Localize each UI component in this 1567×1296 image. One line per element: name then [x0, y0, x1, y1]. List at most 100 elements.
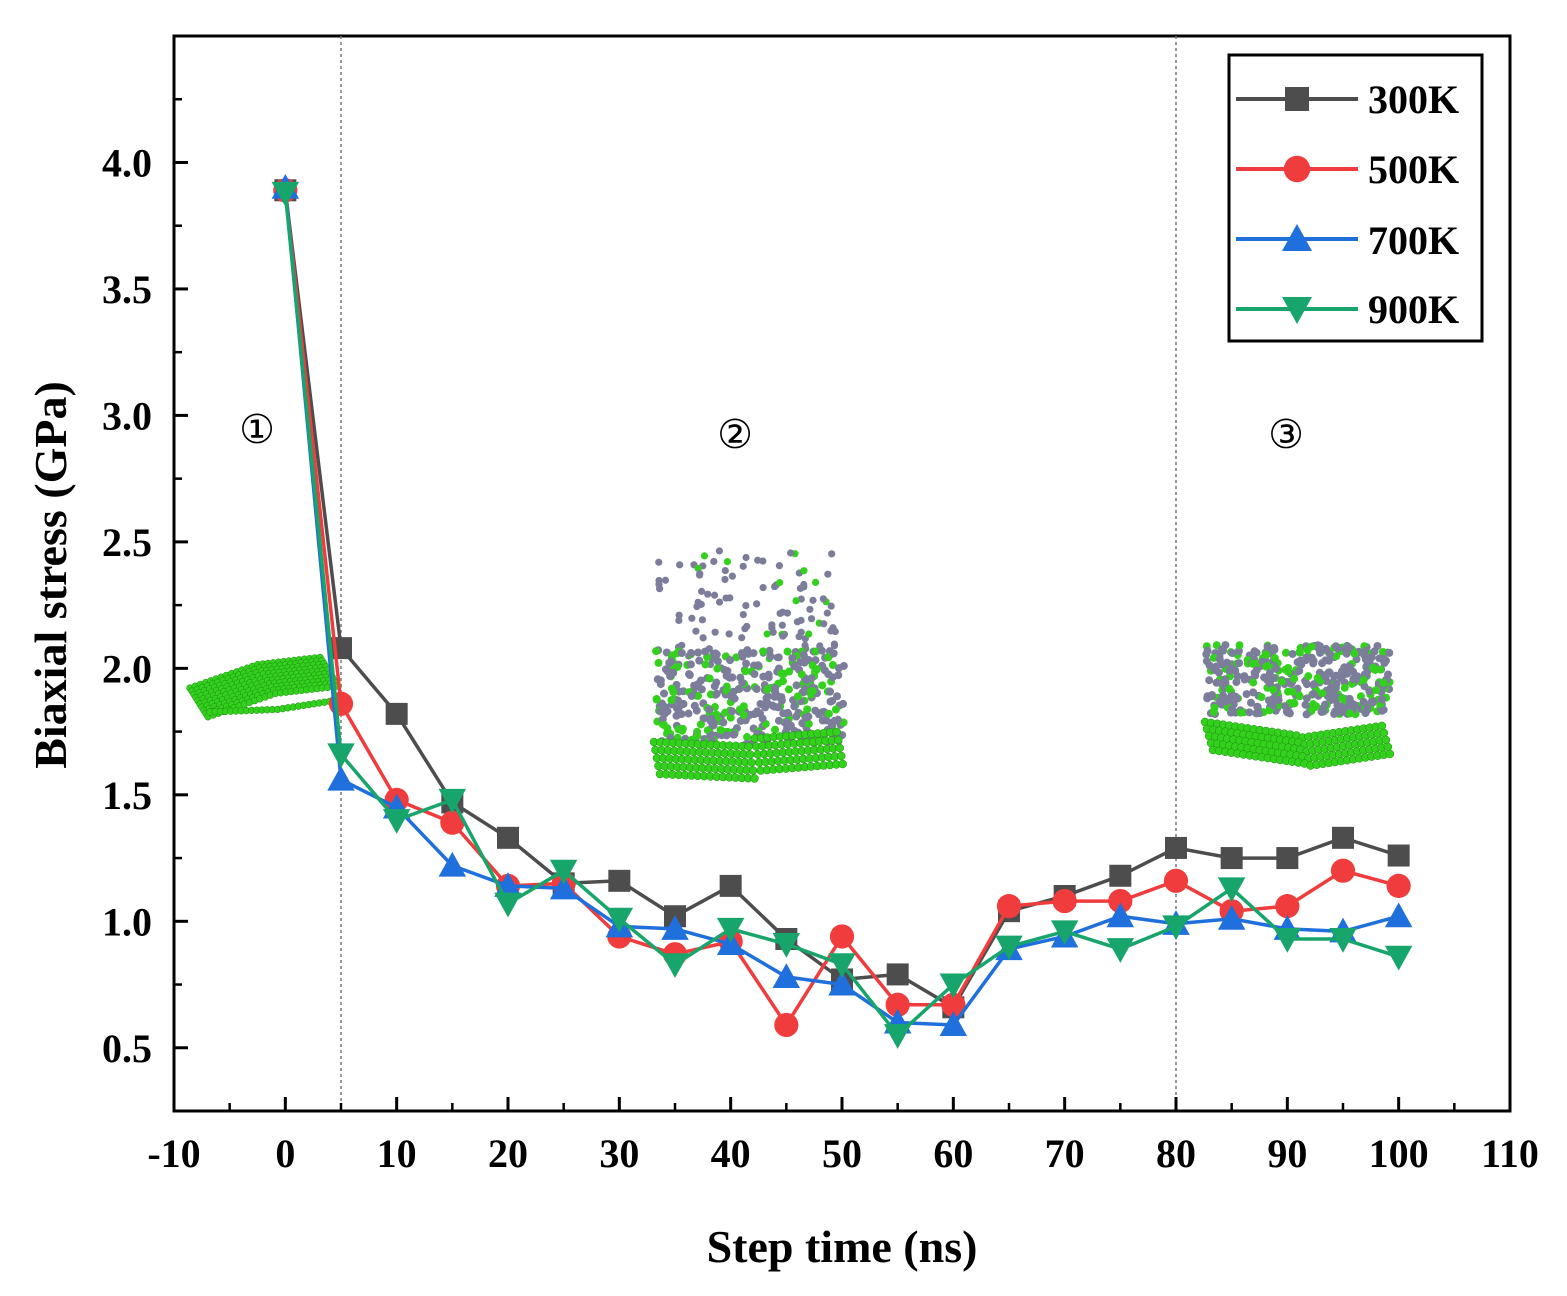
x-axis-ticks: -10 0 10 20 30 40 50 60 70 80 90 100 110 — [147, 1097, 1539, 1176]
data-point-900k — [382, 809, 411, 834]
data-point-300k — [1109, 864, 1132, 887]
data-point-900k — [1106, 938, 1135, 963]
data-point-900k — [1050, 920, 1079, 946]
data-point-900k — [549, 859, 578, 885]
data-point-500k — [996, 894, 1022, 919]
data-point-300k — [1165, 836, 1187, 859]
data-point-700k — [1217, 905, 1246, 930]
y-tick-label: 1.0 — [102, 899, 152, 944]
data-point-700k — [828, 970, 856, 996]
y-tick-label: 3.0 — [102, 393, 152, 438]
y-axis-ticks: 0.5 1.0 1.5 2.0 2.5 3.0 3.5 4.0 — [102, 97, 188, 1113]
data-point-500k — [1275, 894, 1300, 919]
data-point-300k — [1276, 847, 1299, 870]
data-point-900k — [1162, 915, 1190, 941]
data-point-500k — [885, 992, 910, 1017]
legend-marker-700k — [1282, 224, 1312, 251]
data-point-500k — [1108, 888, 1133, 914]
atomic-structure-image-3 — [1200, 641, 1395, 770]
x-tick-label: 110 — [1481, 1131, 1539, 1176]
legend-marker-900k — [1282, 297, 1312, 324]
data-point-700k — [661, 915, 689, 940]
data-point-500k — [829, 924, 855, 949]
data-point-700k — [327, 765, 355, 791]
data-point-300k — [608, 869, 631, 892]
legend-label-700k: 700K — [1368, 218, 1459, 263]
region-label-2: ② — [717, 412, 753, 458]
data-point-500k — [1386, 873, 1411, 898]
x-tick-label: 50 — [822, 1131, 862, 1176]
region-dividers — [340, 36, 1177, 1111]
y-tick-label: 1.5 — [102, 773, 152, 818]
legend: 300K 500K 700K 900K — [1227, 53, 1484, 343]
data-point-900k — [1217, 877, 1246, 903]
atomic-structure-image-1 — [186, 653, 344, 721]
data-point-300k — [497, 826, 519, 849]
data-point-300k — [385, 702, 408, 725]
y-tick-label: 2.0 — [102, 646, 152, 691]
data-point-900k — [605, 907, 634, 933]
data-point-300k — [1387, 844, 1410, 867]
data-point-700k — [772, 963, 801, 988]
x-axis-title: Step time (ns) — [707, 1221, 978, 1272]
data-point-500k — [1330, 858, 1356, 883]
legend-marker-300k — [1285, 87, 1309, 111]
data-point-300k — [886, 963, 909, 986]
x-tick-label: 100 — [1369, 1131, 1429, 1176]
data-point-700k — [1106, 902, 1135, 928]
data-point-700k — [438, 851, 467, 877]
atomic-structure-image-2 — [649, 547, 848, 783]
data-point-900k — [327, 743, 355, 769]
data-point-500k — [941, 992, 966, 1017]
data-point-900k — [438, 788, 467, 814]
data-point-500k — [774, 1012, 799, 1038]
data-point-500k — [1163, 868, 1189, 893]
data-series — [271, 174, 1413, 1049]
x-tick-label: 60 — [933, 1131, 973, 1176]
x-tick-label: 30 — [599, 1131, 639, 1176]
data-point-900k — [883, 1024, 912, 1049]
data-point-300k — [719, 874, 742, 897]
data-point-700k — [549, 874, 578, 900]
legend-label-500k: 500K — [1368, 147, 1459, 192]
x-tick-label: 80 — [1156, 1131, 1196, 1176]
data-point-500k — [1052, 888, 1077, 914]
data-point-900k — [939, 973, 968, 999]
data-point-900k — [271, 181, 300, 207]
legend-marker-500k — [1283, 155, 1311, 183]
data-point-900k — [995, 935, 1023, 961]
data-point-900k — [661, 953, 689, 979]
data-point-900k — [772, 933, 801, 958]
legend-box — [1227, 53, 1484, 343]
data-point-900k — [716, 917, 745, 943]
data-point-500k — [440, 810, 465, 835]
legend-label-300k: 300K — [1368, 77, 1459, 122]
data-point-300k — [1220, 847, 1243, 870]
data-point-900k — [1329, 928, 1357, 953]
data-point-900k — [1273, 928, 1302, 953]
data-point-900k — [828, 953, 856, 979]
region-label-1: ① — [239, 407, 275, 453]
region-label-3: ③ — [1268, 412, 1304, 458]
x-tick-label: -10 — [147, 1131, 200, 1176]
x-tick-label: 0 — [275, 1131, 295, 1176]
y-tick-label: 4.0 — [102, 140, 152, 185]
x-tick-label: 70 — [1045, 1131, 1085, 1176]
y-tick-label: 2.5 — [102, 520, 152, 565]
x-tick-label: 40 — [711, 1131, 751, 1176]
x-tick-label: 20 — [488, 1131, 528, 1176]
x-tick-label: 90 — [1267, 1131, 1307, 1176]
y-tick-label: 0.5 — [102, 1026, 152, 1071]
data-point-300k — [1332, 826, 1354, 849]
data-point-900k — [494, 892, 522, 918]
legend-label-900k: 900K — [1368, 287, 1459, 332]
data-point-700k — [1384, 902, 1413, 928]
data-point-700k — [716, 930, 745, 956]
x-tick-label: 10 — [377, 1131, 417, 1176]
series-900k — [271, 181, 1413, 1049]
data-point-700k — [939, 1011, 968, 1036]
y-axis-title: Biaxial stress (GPa) — [25, 381, 76, 769]
data-point-900k — [1384, 945, 1413, 971]
y-tick-label: 3.5 — [102, 267, 152, 312]
